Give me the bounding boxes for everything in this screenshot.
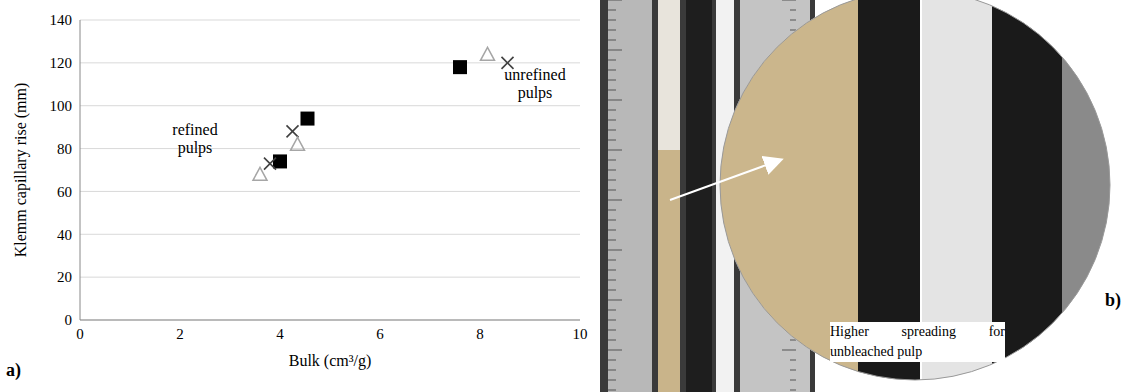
svg-text:80: 80 bbox=[57, 141, 72, 157]
svg-text:refinedpulps: refinedpulps bbox=[172, 121, 217, 157]
svg-text:Klemm capillary rise (mm): Klemm capillary rise (mm) bbox=[12, 83, 30, 258]
svg-text:2: 2 bbox=[176, 326, 184, 342]
svg-text:100: 100 bbox=[50, 98, 73, 114]
svg-text:Bulk (cm³/g): Bulk (cm³/g) bbox=[289, 352, 372, 370]
html-text:a): a) bbox=[6, 360, 21, 380]
svg-text:140: 140 bbox=[50, 12, 73, 28]
svg-text:4: 4 bbox=[276, 326, 284, 342]
svg-text:unrefinedpulps: unrefinedpulps bbox=[504, 66, 565, 102]
svg-text:8: 8 bbox=[476, 326, 484, 342]
svg-text:40: 40 bbox=[57, 227, 72, 243]
svg-text:0: 0 bbox=[76, 326, 84, 342]
svg-text:10: 10 bbox=[573, 326, 588, 342]
html-text:Higher spreading for unbleache: Higher spreading for unbleached pulp bbox=[830, 324, 1005, 359]
svg-text:60: 60 bbox=[57, 184, 72, 200]
html-text:b): b) bbox=[1105, 290, 1121, 310]
svg-text:120: 120 bbox=[50, 55, 73, 71]
svg-text:20: 20 bbox=[57, 269, 72, 285]
svg-text:6: 6 bbox=[376, 326, 384, 342]
svg-text:0: 0 bbox=[65, 312, 73, 328]
